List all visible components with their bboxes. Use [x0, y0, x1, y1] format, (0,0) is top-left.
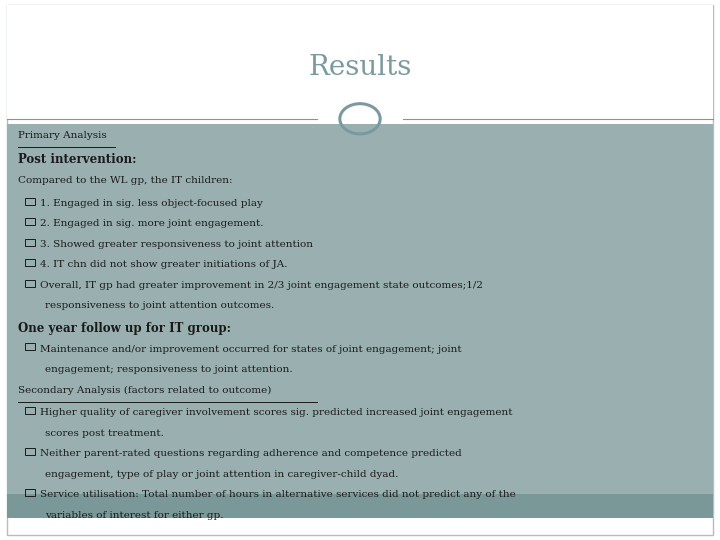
- Text: Primary Analysis: Primary Analysis: [18, 131, 107, 140]
- Text: 3. Showed greater responsiveness to joint attention: 3. Showed greater responsiveness to join…: [40, 240, 312, 249]
- Text: Compared to the WL gp, the IT children:: Compared to the WL gp, the IT children:: [18, 176, 233, 185]
- Text: engagement, type of play or joint attention in caregiver-child dyad.: engagement, type of play or joint attent…: [45, 470, 399, 479]
- Text: Service utilisation: Total number of hours in alternative services did not predi: Service utilisation: Total number of hou…: [40, 490, 516, 500]
- Text: Maintenance and/or improvement occurred for states of joint engagement; joint: Maintenance and/or improvement occurred …: [40, 345, 462, 354]
- Text: Neither parent-rated questions regarding adherence and competence predicted: Neither parent-rated questions regarding…: [40, 449, 462, 458]
- Text: responsiveness to joint attention outcomes.: responsiveness to joint attention outcom…: [45, 301, 274, 310]
- Text: variables of interest for either gp.: variables of interest for either gp.: [45, 511, 224, 520]
- FancyBboxPatch shape: [7, 124, 713, 518]
- FancyBboxPatch shape: [7, 5, 713, 119]
- Text: Secondary Analysis (factors related to outcome): Secondary Analysis (factors related to o…: [18, 386, 271, 395]
- Text: 1. Engaged in sig. less object-focused play: 1. Engaged in sig. less object-focused p…: [40, 199, 263, 208]
- Text: scores post treatment.: scores post treatment.: [45, 429, 164, 438]
- Text: Overall, IT gp had greater improvement in 2/3 joint engagement state outcomes;1/: Overall, IT gp had greater improvement i…: [40, 281, 482, 290]
- Text: Results: Results: [308, 54, 412, 81]
- Text: Higher quality of caregiver involvement scores sig. predicted increased joint en: Higher quality of caregiver involvement …: [40, 408, 512, 417]
- Text: One year follow up for IT group:: One year follow up for IT group:: [18, 322, 231, 335]
- Text: 2. Engaged in sig. more joint engagement.: 2. Engaged in sig. more joint engagement…: [40, 219, 263, 228]
- Text: Post intervention:: Post intervention:: [18, 153, 137, 166]
- Text: engagement; responsiveness to joint attention.: engagement; responsiveness to joint atte…: [45, 365, 293, 374]
- Text: 4. IT chn did not show greater initiations of JA.: 4. IT chn did not show greater initiatio…: [40, 260, 287, 269]
- FancyBboxPatch shape: [7, 494, 713, 518]
